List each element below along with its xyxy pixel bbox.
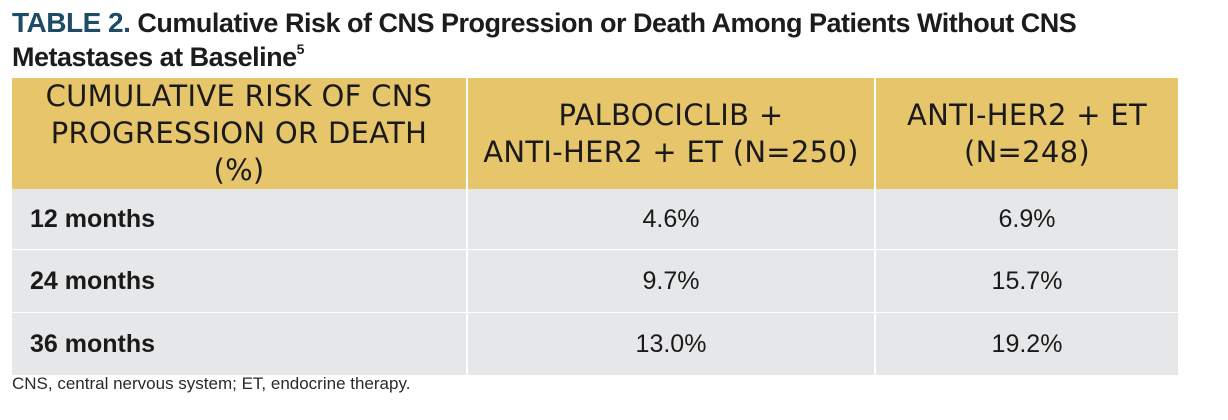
- header-palbociclib-column: PALBOCICLIB + ANTI-HER2 + ET (N=250): [466, 78, 875, 189]
- risk-table: CUMULATIVE RISK OF CNS PROGRESSION OR DE…: [12, 78, 1178, 375]
- table-title-text: Cumulative Risk of CNS Progression or De…: [12, 8, 1077, 72]
- table-title: TABLE 2. Cumulative Risk of CNS Progress…: [12, 6, 1212, 74]
- row-label: 24 months: [12, 249, 467, 313]
- palbociclib-value: 9.7%: [466, 249, 875, 313]
- row-label: 12 months: [12, 189, 467, 250]
- table-row: 12 months 4.6% 6.9%: [12, 189, 1178, 250]
- footnote: CNS, central nervous system; ET, endocri…: [12, 374, 411, 393]
- control-value: 6.9%: [874, 189, 1178, 250]
- header-palbociclib-line-2: ANTI-HER2 + ET (N=250): [483, 134, 859, 169]
- table-row: 24 months 9.7% 15.7%: [12, 249, 1178, 313]
- header-risk-column: CUMULATIVE RISK OF CNS PROGRESSION OR DE…: [12, 78, 467, 189]
- palbociclib-value: 13.0%: [466, 312, 875, 375]
- control-value: 15.7%: [874, 249, 1178, 313]
- header-control-line-1: ANTI-HER2 + ET: [907, 97, 1147, 132]
- header-palbociclib-line-1: PALBOCICLIB +: [558, 97, 784, 132]
- table-number-label: TABLE 2.: [12, 7, 131, 38]
- header-row: CUMULATIVE RISK OF CNS PROGRESSION OR DE…: [12, 78, 1178, 189]
- header-risk-line-1: CUMULATIVE RISK OF CNS: [45, 79, 433, 113]
- header-control-column: ANTI-HER2 + ET (N=248): [874, 78, 1178, 189]
- header-risk-line-2: PROGRESSION OR DEATH (%): [50, 116, 428, 187]
- control-value: 19.2%: [874, 312, 1178, 375]
- palbociclib-value: 4.6%: [466, 189, 875, 250]
- header-control-line-2: (N=248): [963, 134, 1091, 169]
- table-row: 36 months 13.0% 19.2%: [12, 312, 1178, 375]
- reference-superscript: 5: [296, 41, 305, 57]
- row-label: 36 months: [12, 312, 467, 375]
